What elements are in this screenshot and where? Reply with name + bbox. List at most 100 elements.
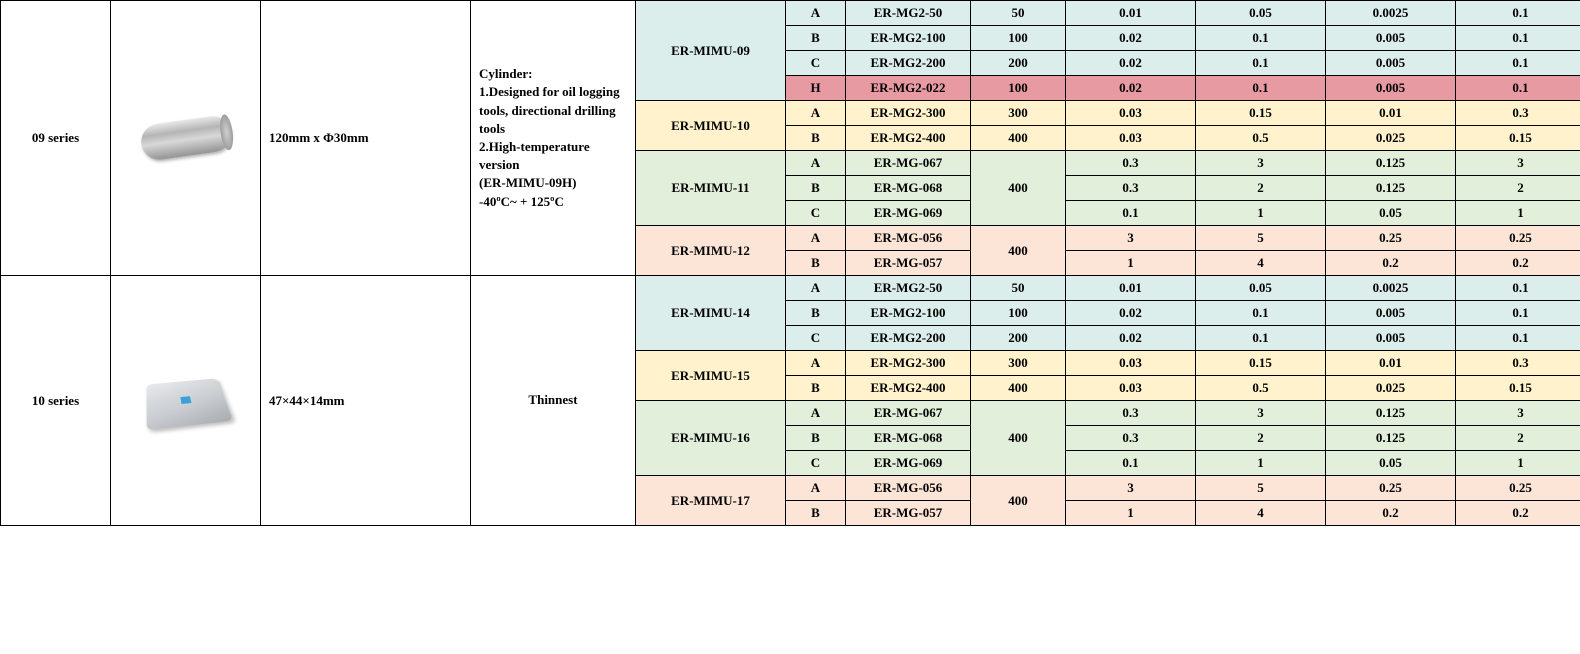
part-cell: ER-MG2-022 [846, 76, 971, 101]
model-cell: ER-MIMU-16 [636, 401, 786, 476]
value-cell: 1 [1456, 201, 1580, 226]
part-cell: ER-MG-057 [846, 251, 971, 276]
value-cell: 3 [1196, 401, 1326, 426]
value-cell: 0.3 [1456, 101, 1580, 126]
description: Thinnest [471, 276, 636, 526]
variant-cell: C [786, 451, 846, 476]
variant-cell: B [786, 176, 846, 201]
value-cell: 0.0025 [1326, 1, 1456, 26]
value-cell: 0.1 [1456, 326, 1580, 351]
value-cell: 0.1 [1196, 326, 1326, 351]
variant-cell: A [786, 351, 846, 376]
value-cell: 0.2 [1456, 251, 1580, 276]
value-cell: 3 [1066, 226, 1196, 251]
description: Cylinder: 1.Designed for oil logging too… [471, 1, 636, 276]
part-cell: ER-MG-057 [846, 501, 971, 526]
variant-cell: A [786, 226, 846, 251]
variant-cell: B [786, 301, 846, 326]
value-cell: 0.05 [1196, 1, 1326, 26]
value-cell: 2 [1456, 426, 1580, 451]
value-cell: 0.01 [1066, 276, 1196, 301]
variant-cell: C [786, 51, 846, 76]
value-cell: 0.125 [1326, 151, 1456, 176]
value-cell: 400 [971, 476, 1066, 526]
dimension: 120mm x Φ30mm [261, 1, 471, 276]
value-cell: 0.01 [1326, 101, 1456, 126]
part-cell: ER-MG-069 [846, 451, 971, 476]
model-cell: ER-MIMU-11 [636, 151, 786, 226]
part-cell: ER-MG2-200 [846, 326, 971, 351]
variant-cell: B [786, 501, 846, 526]
value-cell: 0.15 [1456, 376, 1580, 401]
variant-cell: B [786, 426, 846, 451]
variant-cell: B [786, 251, 846, 276]
value-cell: 0.005 [1326, 26, 1456, 51]
value-cell: 0.3 [1456, 351, 1580, 376]
value-cell: 0.15 [1456, 126, 1580, 151]
value-cell: 0.1 [1456, 1, 1580, 26]
value-cell: 1 [1196, 451, 1326, 476]
value-cell: 3 [1456, 151, 1580, 176]
value-cell: 0.1 [1456, 26, 1580, 51]
variant-cell: A [786, 401, 846, 426]
model-cell: ER-MIMU-14 [636, 276, 786, 351]
part-cell: ER-MG2-300 [846, 101, 971, 126]
value-cell: 0.005 [1326, 301, 1456, 326]
value-cell: 0.2 [1326, 251, 1456, 276]
variant-cell: C [786, 326, 846, 351]
model-cell: ER-MIMU-10 [636, 101, 786, 151]
variant-cell: H [786, 76, 846, 101]
value-cell: 0.25 [1456, 226, 1580, 251]
value-cell: 0.01 [1066, 1, 1196, 26]
value-cell: 0.025 [1326, 126, 1456, 151]
value-cell: 400 [971, 401, 1066, 476]
part-cell: ER-MG2-200 [846, 51, 971, 76]
part-cell: ER-MG2-100 [846, 301, 971, 326]
part-cell: ER-MG-069 [846, 201, 971, 226]
value-cell: 200 [971, 51, 1066, 76]
product-image [111, 1, 261, 276]
value-cell: 0.2 [1456, 501, 1580, 526]
model-cell: ER-MIMU-17 [636, 476, 786, 526]
value-cell: 0.3 [1066, 401, 1196, 426]
part-cell: ER-MG-056 [846, 226, 971, 251]
part-cell: ER-MG2-400 [846, 126, 971, 151]
value-cell: 0.05 [1196, 276, 1326, 301]
part-cell: ER-MG2-400 [846, 376, 971, 401]
variant-cell: A [786, 101, 846, 126]
value-cell: 0.005 [1326, 76, 1456, 101]
value-cell: 0.02 [1066, 51, 1196, 76]
value-cell: 5 [1196, 476, 1326, 501]
variant-cell: A [786, 476, 846, 501]
value-cell: 1 [1066, 251, 1196, 276]
value-cell: 0.05 [1326, 201, 1456, 226]
part-cell: ER-MG2-100 [846, 26, 971, 51]
value-cell: 0.02 [1066, 76, 1196, 101]
value-cell: 400 [971, 226, 1066, 276]
value-cell: 0.25 [1326, 226, 1456, 251]
value-cell: 0.03 [1066, 126, 1196, 151]
value-cell: 0.125 [1326, 401, 1456, 426]
series-name: 09 series [1, 1, 111, 276]
value-cell: 100 [971, 76, 1066, 101]
value-cell: 0.5 [1196, 126, 1326, 151]
value-cell: 0.005 [1326, 326, 1456, 351]
value-cell: 0.005 [1326, 51, 1456, 76]
value-cell: 0.125 [1326, 426, 1456, 451]
value-cell: 0.1 [1196, 301, 1326, 326]
value-cell: 50 [971, 1, 1066, 26]
value-cell: 100 [971, 26, 1066, 51]
value-cell: 0.3 [1066, 176, 1196, 201]
variant-cell: B [786, 376, 846, 401]
value-cell: 2 [1456, 176, 1580, 201]
part-cell: ER-MG-068 [846, 426, 971, 451]
value-cell: 3 [1066, 476, 1196, 501]
value-cell: 0.125 [1326, 176, 1456, 201]
value-cell: 0.15 [1196, 101, 1326, 126]
value-cell: 0.1 [1456, 301, 1580, 326]
variant-cell: A [786, 151, 846, 176]
value-cell: 4 [1196, 501, 1326, 526]
value-cell: 0.5 [1196, 376, 1326, 401]
value-cell: 0.01 [1326, 351, 1456, 376]
value-cell: 0.02 [1066, 26, 1196, 51]
